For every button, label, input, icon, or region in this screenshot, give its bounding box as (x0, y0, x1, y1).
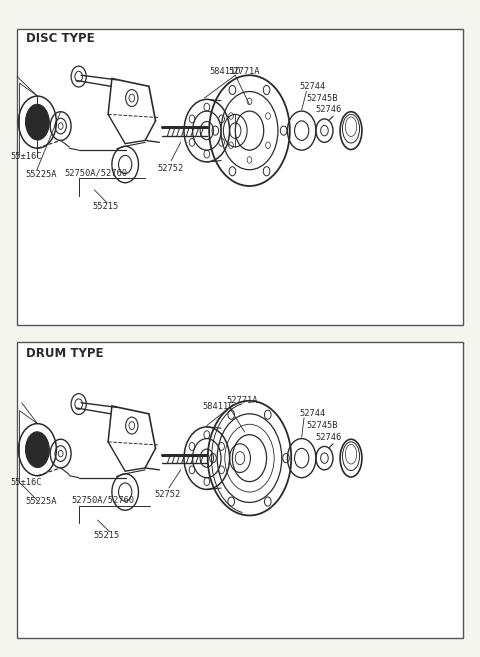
Text: DRUM TYPE: DRUM TYPE (26, 347, 104, 360)
Text: 52745B: 52745B (306, 93, 338, 102)
Text: 52771A: 52771A (227, 396, 258, 405)
Text: 55215: 55215 (93, 531, 119, 540)
Text: DISC TYPE: DISC TYPE (26, 32, 95, 45)
Text: 55±16C: 55±16C (10, 478, 41, 487)
Text: 55±16C: 55±16C (10, 152, 41, 161)
Ellipse shape (25, 104, 49, 140)
FancyBboxPatch shape (17, 29, 463, 325)
Text: 52746: 52746 (315, 105, 341, 114)
Text: 55225A: 55225A (25, 170, 57, 179)
Text: 52746: 52746 (315, 433, 341, 442)
Text: 52750A/52760: 52750A/52760 (64, 168, 128, 177)
Ellipse shape (25, 432, 49, 468)
Text: 55215: 55215 (92, 202, 118, 212)
Text: 52745B: 52745B (306, 421, 338, 430)
Text: 52752: 52752 (157, 164, 183, 173)
Text: 52744: 52744 (300, 409, 325, 419)
Text: 58411C: 58411C (202, 401, 234, 411)
Text: 55225A: 55225A (25, 497, 57, 507)
Text: 52771A: 52771A (228, 68, 260, 76)
FancyBboxPatch shape (17, 342, 463, 638)
Text: 58411D: 58411D (209, 68, 240, 76)
Text: 52744: 52744 (300, 82, 325, 91)
Text: 52750A/52760: 52750A/52760 (72, 496, 134, 505)
Text: 52752: 52752 (155, 490, 181, 499)
